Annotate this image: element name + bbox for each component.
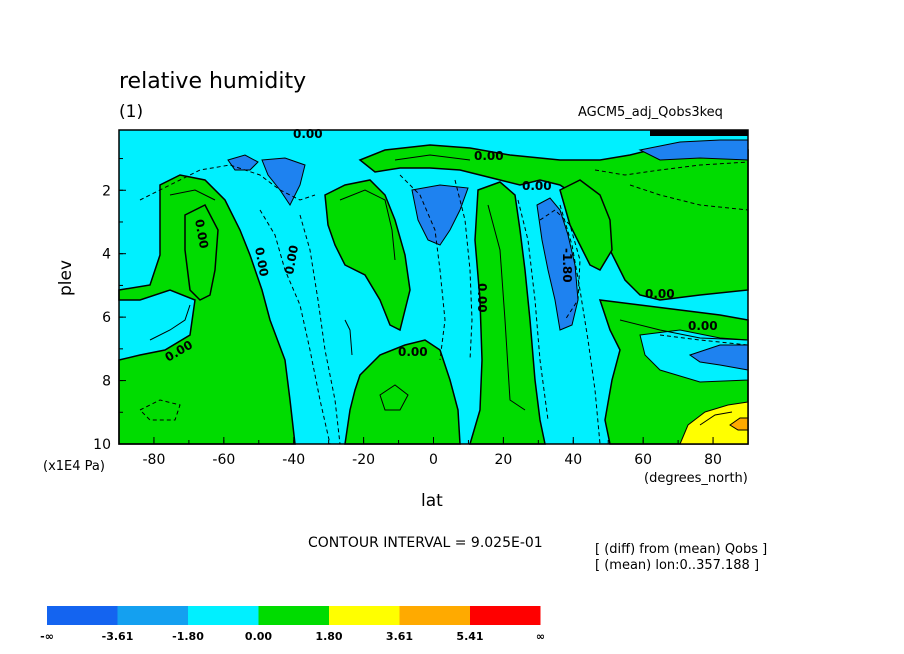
region-20n [468,181,546,445]
x-axis-ticks [118,437,749,444]
contour-label: 0.00 [293,127,323,141]
experiment-label: AGCM5_adj_Qobs3keq [578,105,723,120]
colorbar-label: 3.61 [386,630,413,643]
contour-label: 0.00 [282,244,301,276]
dashed-contours [139,161,749,445]
note-line-1: [ (diff) from (mean) Qobs ] [595,542,768,557]
y-tick-label: 10 [93,437,111,453]
colorbar-swatch [470,606,541,625]
colorbar-swatch [329,606,400,625]
region-equator [344,339,461,445]
y-axis-label: plev [56,259,76,296]
positive-regions [118,144,749,445]
colorbar-label: -∞ [40,630,54,643]
contour-label: 0.00 [688,319,718,333]
colorbar-swatch [399,606,470,625]
colorbar-swatch [258,606,329,625]
top-strip [650,130,748,136]
note-line-2: [ (mean) lon:0..357.188 ] [595,558,760,573]
region-north-upper [358,144,749,301]
x-tick-label: -80 [143,452,166,468]
y-tick-label: 2 [102,183,111,199]
colorbar-labels: -∞ -3.61 -1.80 0.00 1.80 3.61 5.41 ∞ [40,630,545,643]
y-tick-label: 6 [102,310,111,326]
contour-label: -1.80 [560,248,574,283]
region-mid-south [184,203,219,301]
x-tick-label: 80 [704,452,722,468]
colorbar-label: ∞ [536,630,545,643]
colorbar-label: 5.41 [456,630,483,643]
colorbar-swatch [47,606,118,625]
y-axis-tick-labels: 2 4 6 8 10 [93,183,111,453]
colorbar-label: -3.61 [102,630,134,643]
x-axis-units: (degrees_north) [644,471,748,486]
south-polar-region [118,174,296,445]
neg-region-2 [261,157,306,206]
solid-contours [149,154,749,426]
y-tick-label: 8 [102,374,111,390]
x-tick-label: -20 [352,452,375,468]
x-tick-label: 0 [429,452,438,468]
x-tick-label: 60 [634,452,652,468]
neg-region-1 [227,154,259,171]
contour-label: 0.00 [474,149,504,163]
colorbar [47,606,541,625]
contour-label: 0.00 [475,283,489,313]
contour-label: 0.00 [645,287,675,301]
contour-interval: CONTOUR INTERVAL = 9.025E-01 [308,535,543,551]
region-50n [559,179,613,271]
x-tick-label: -40 [282,452,305,468]
x-tick-label: -60 [212,452,235,468]
chart-title: relative humidity [119,69,307,94]
y-axis-units: (x1E4 Pa) [43,459,105,474]
x-axis-tick-labels: -80 -60 -40 -20 0 20 40 60 80 [143,452,722,468]
x-tick-label: 20 [494,452,512,468]
x-tick-label: 40 [564,452,582,468]
colorbar-swatch [117,606,188,625]
y-axis-ticks [119,158,126,445]
negative-regions [227,139,749,371]
contour-label: 0.00 [252,246,271,278]
contour-label: 0.00 [522,179,552,193]
colorbar-swatch [188,606,259,625]
contour-label: 0.00 [192,218,211,250]
colorbar-label: -1.80 [172,630,204,643]
x-axis-label: lat [421,491,443,511]
contour-label: 0.00 [398,345,428,359]
colorbar-label: 0.00 [245,630,272,643]
colorbar-label: 1.80 [315,630,342,643]
neg-region-4 [536,197,579,331]
y-tick-label: 4 [102,247,111,263]
chart-subtitle: (1) [119,102,144,122]
neg-region-3 [411,184,469,246]
